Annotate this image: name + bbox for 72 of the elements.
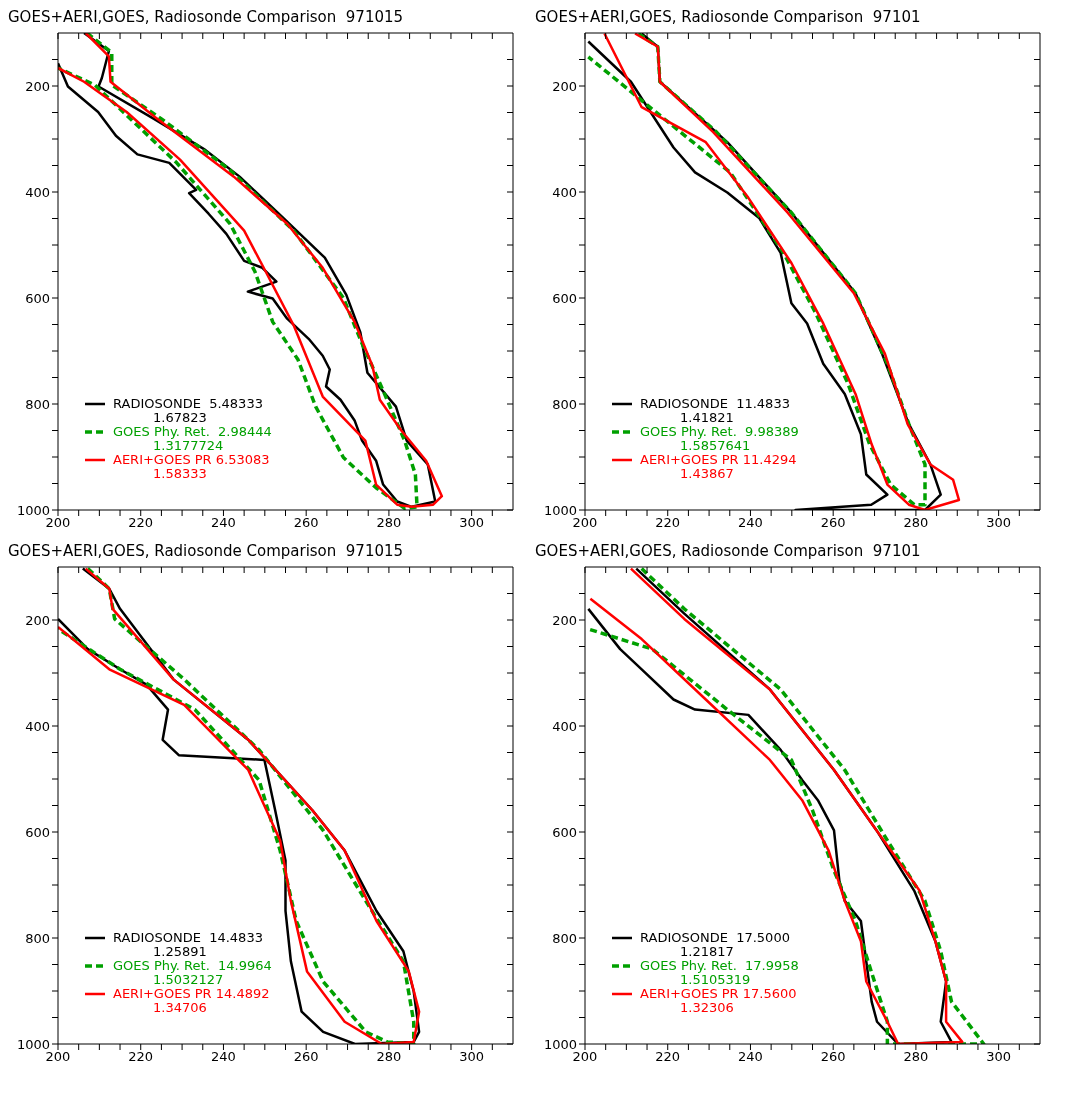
x-tick-label: 220: [128, 515, 154, 531]
y-tick-label: 800: [552, 930, 577, 946]
chart-title: GOES+AERI,GOES, Radiosonde Comparison 971015: [8, 8, 405, 28]
legend-label: RADIOSONDE 5.48333: [113, 396, 263, 411]
y-tick-label: 1000: [16, 502, 50, 518]
annotation: 1.67823: [152, 410, 208, 425]
y-tick-label: 200: [25, 612, 50, 628]
y-tick-label: 400: [552, 184, 577, 200]
legend-label: GOES Phy. Ret. 17.9958: [640, 958, 799, 973]
x-tick-label: 300: [986, 1049, 1012, 1065]
y-tick-label: 200: [25, 78, 50, 94]
x-tick-label: 300: [986, 515, 1012, 531]
y-tick-label: 1000: [543, 1036, 577, 1052]
legend-label: GOES Phy. Ret. 2.98444: [113, 424, 272, 439]
x-tick-label: 220: [655, 1049, 681, 1065]
annotation: 1.32306: [679, 1000, 735, 1015]
x-tick-label: 240: [211, 515, 236, 531]
x-tick-label: 200: [45, 1049, 71, 1065]
legend-label: RADIOSONDE 11.4833: [640, 396, 790, 411]
legend-label: GOES Phy. Ret. 9.98389: [640, 424, 799, 439]
annotation: 1.3177724: [152, 438, 225, 453]
x-tick-label: 200: [45, 515, 71, 531]
x-tick-label: 300: [459, 1049, 485, 1065]
x-tick-label: 280: [903, 515, 929, 531]
y-tick-label: 200: [552, 612, 577, 628]
x-tick-label: 240: [211, 1049, 236, 1065]
x-tick-label: 260: [820, 1049, 846, 1065]
x-tick-label: 200: [572, 1049, 598, 1065]
x-tick-label: 280: [376, 1049, 402, 1065]
y-tick-label: 400: [552, 718, 577, 734]
annotation: 1.21817: [679, 944, 735, 959]
y-tick-label: 800: [552, 396, 577, 412]
y-tick-label: 400: [25, 718, 50, 734]
x-tick-label: 200: [572, 515, 598, 531]
y-tick-label: 1000: [543, 502, 577, 518]
y-tick-label: 800: [25, 396, 50, 412]
annotation: 1.25891: [152, 944, 208, 959]
chart-title: GOES+AERI,GOES, Radiosonde Comparison 97101: [535, 8, 922, 28]
annotation: 1.5105319: [679, 972, 752, 987]
y-tick-label: 600: [25, 290, 50, 306]
legend-label: AERI+GOES PR 11.4294: [640, 452, 797, 467]
y-tick-label: 600: [25, 824, 50, 840]
y-tick-label: 400: [25, 184, 50, 200]
x-tick-label: 280: [376, 515, 402, 531]
legend-label: GOES Phy. Ret. 14.9964: [113, 958, 272, 973]
legend-label: AERI+GOES PR 14.4892: [113, 986, 270, 1001]
y-tick-label: 1000: [16, 1036, 50, 1052]
annotation: 1.43867: [679, 466, 735, 481]
legend-label: RADIOSONDE 17.5000: [640, 930, 790, 945]
y-tick-label: 800: [25, 930, 50, 946]
y-tick-label: 200: [552, 78, 577, 94]
x-tick-label: 220: [128, 1049, 154, 1065]
annotation: 1.41821: [679, 410, 735, 425]
x-tick-label: 300: [459, 515, 485, 531]
y-tick-label: 600: [552, 824, 577, 840]
x-tick-label: 240: [738, 1049, 763, 1065]
legend-label: RADIOSONDE 14.4833: [113, 930, 263, 945]
x-tick-label: 280: [903, 1049, 929, 1065]
legend-label: AERI+GOES PR 6.53083: [113, 452, 270, 467]
legend-label: AERI+GOES PR 17.5600: [640, 986, 797, 1001]
chart-title: GOES+AERI,GOES, Radiosonde Comparison 971015: [8, 542, 405, 562]
annotation: 1.34706: [152, 1000, 208, 1015]
annotation: 1.5032127: [152, 972, 225, 987]
y-tick-label: 600: [552, 290, 577, 306]
annotation: 1.58333: [152, 466, 208, 481]
x-tick-label: 260: [293, 1049, 319, 1065]
x-tick-label: 220: [655, 515, 681, 531]
chart-title: GOES+AERI,GOES, Radiosonde Comparison 97101: [535, 542, 922, 562]
x-tick-label: 260: [820, 515, 846, 531]
annotation: 1.5857641: [679, 438, 752, 453]
x-tick-label: 260: [293, 515, 319, 531]
x-tick-label: 240: [738, 515, 763, 531]
